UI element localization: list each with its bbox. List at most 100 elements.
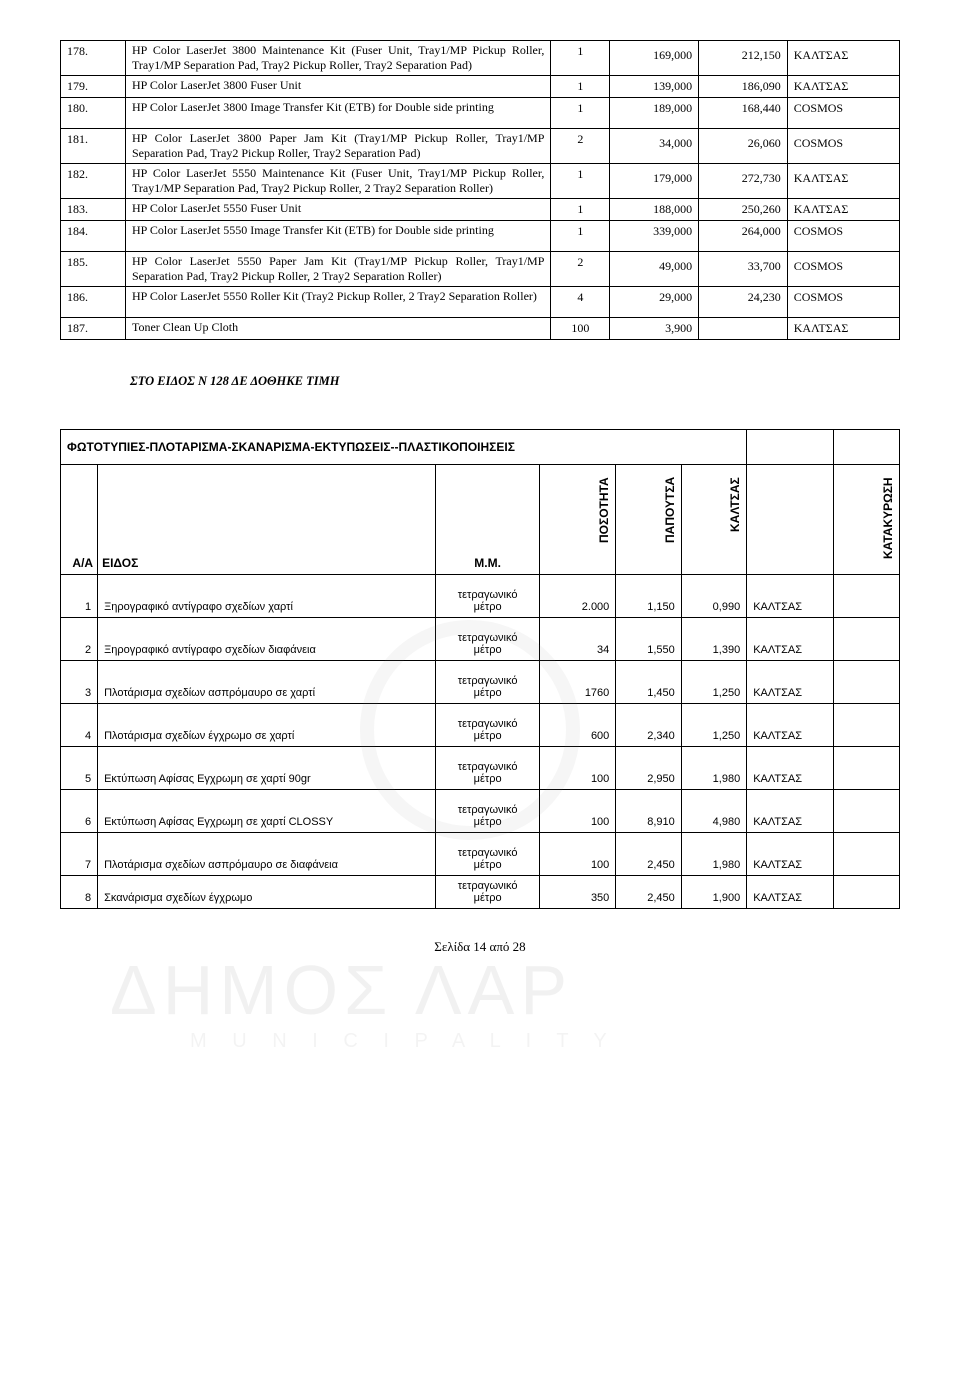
row-unit: τετραγωνικόμέτρο [436, 575, 540, 618]
table-row: 2Ξηρογραφικό αντίγραφο σχεδίων διαφάνεια… [61, 618, 900, 661]
table-row: 183.HP Color LaserJet 5550 Fuser Unit118… [61, 199, 900, 221]
row-price-papoutsa: 2,950 [616, 747, 681, 790]
row-number: 7 [61, 833, 98, 876]
table-row: 180.HP Color LaserJet 3800 Image Transfe… [61, 98, 900, 129]
note-text: ΣΤΟ ΕΙΔΟΣ Ν 128 ΔΕ ΔΟΘΗΚΕ ΤΙΜΗ [130, 374, 900, 389]
row-number: 178. [61, 41, 126, 76]
services-table-title: ΦΩΤΟΤΥΠΙΕΣ-ΠΛΟΤΑΡΙΣΜΑ-ΣΚΑΝΑΡΙΣΜΑ-ΕΚΤΥΠΩΣ… [61, 430, 747, 465]
table-row: 8Σκανάρισμα σχεδίων έγχρωμοτετραγωνικόμέ… [61, 876, 900, 909]
row-vendor: COSMOS [787, 221, 899, 252]
row-number: 1 [61, 575, 98, 618]
row-qty: 1 [551, 199, 610, 221]
row-price-papoutsa: 2,450 [616, 876, 681, 909]
row-price2 [699, 318, 788, 340]
row-number: 3 [61, 661, 98, 704]
watermark-sub: M U N I C I P A L I T Y [190, 1030, 617, 1053]
printer-parts-table: 178.HP Color LaserJet 3800 Maintenance K… [60, 40, 900, 340]
row-price-papoutsa: 2,450 [616, 833, 681, 876]
row-price1: 3,900 [610, 318, 699, 340]
table-row: 6Εκτύπωση Αφίσας Εγχρωμη σε χαρτί CLOSSY… [61, 790, 900, 833]
row-price-kaltsas: 1,250 [681, 661, 746, 704]
table-row: 179.HP Color LaserJet 3800 Fuser Unit113… [61, 76, 900, 98]
row-qty: 1 [551, 221, 610, 252]
row-winner: ΚΑΛΤΣΑΣ [747, 618, 834, 661]
row-katakyrosi [834, 876, 900, 909]
row-price1: 29,000 [610, 287, 699, 318]
row-unit: τετραγωνικόμέτρο [436, 833, 540, 876]
row-price-kaltsas: 1,980 [681, 747, 746, 790]
row-description: HP Color LaserJet 5550 Roller Kit (Tray2… [125, 287, 550, 318]
table-row: 5Εκτύπωση Αφίσας Εγχρωμη σε χαρτί 90grτε… [61, 747, 900, 790]
row-description: HP Color LaserJet 3800 Image Transfer Ki… [125, 98, 550, 129]
row-qty: 1760 [539, 661, 615, 704]
row-description: HP Color LaserJet 3800 Paper Jam Kit (Tr… [125, 129, 550, 164]
row-katakyrosi [834, 575, 900, 618]
row-description: Εκτύπωση Αφίσας Εγχρωμη σε χαρτί 90gr [98, 747, 436, 790]
row-description: Σκανάρισμα σχεδίων έγχρωμο [98, 876, 436, 909]
col-papoutsa: ΠΑΠΟΥΤΣΑ [616, 465, 681, 575]
row-vendor: COSMOS [787, 129, 899, 164]
row-price2: 168,440 [699, 98, 788, 129]
row-katakyrosi [834, 704, 900, 747]
row-vendor: ΚΑΛΤΣΑΣ [787, 41, 899, 76]
table-row: 187.Toner Clean Up Cloth1003,900ΚΑΛΤΣΑΣ [61, 318, 900, 340]
row-unit: τετραγωνικόμέτρο [436, 790, 540, 833]
row-qty: 100 [539, 747, 615, 790]
row-unit: τετραγωνικόμέτρο [436, 618, 540, 661]
row-qty: 1 [551, 164, 610, 199]
row-vendor: COSMOS [787, 252, 899, 287]
services-table: ΦΩΤΟΤΥΠΙΕΣ-ΠΛΟΤΑΡΙΣΜΑ-ΣΚΑΝΑΡΙΣΜΑ-ΕΚΤΥΠΩΣ… [60, 429, 900, 909]
row-qty: 1 [551, 41, 610, 76]
row-description: Εκτύπωση Αφίσας Εγχρωμη σε χαρτί CLOSSY [98, 790, 436, 833]
row-price1: 49,000 [610, 252, 699, 287]
row-katakyrosi [834, 661, 900, 704]
table-row: 186.HP Color LaserJet 5550 Roller Kit (T… [61, 287, 900, 318]
row-price1: 169,000 [610, 41, 699, 76]
empty-header-cell [747, 465, 834, 575]
row-description: HP Color LaserJet 5550 Fuser Unit [125, 199, 550, 221]
row-number: 8 [61, 876, 98, 909]
row-katakyrosi [834, 833, 900, 876]
row-vendor: ΚΑΛΤΣΑΣ [787, 164, 899, 199]
row-number: 2 [61, 618, 98, 661]
table-row: 3Πλοτάρισμα σχεδίων ασπρόμαυρο σε χαρτίτ… [61, 661, 900, 704]
row-qty: 350 [539, 876, 615, 909]
row-price2: 186,090 [699, 76, 788, 98]
row-qty: 4 [551, 287, 610, 318]
row-price-kaltsas: 1,900 [681, 876, 746, 909]
row-winner: ΚΑΛΤΣΑΣ [747, 790, 834, 833]
table-row: 178.HP Color LaserJet 3800 Maintenance K… [61, 41, 900, 76]
col-mm: Μ.Μ. [436, 465, 540, 575]
row-qty: 2 [551, 252, 610, 287]
row-vendor: COSMOS [787, 287, 899, 318]
row-price2: 264,000 [699, 221, 788, 252]
row-price2: 250,260 [699, 199, 788, 221]
row-vendor: ΚΑΛΤΣΑΣ [787, 318, 899, 340]
col-aa: Α/Α [61, 465, 98, 575]
row-price-papoutsa: 1,450 [616, 661, 681, 704]
row-price2: 272,730 [699, 164, 788, 199]
row-number: 6 [61, 790, 98, 833]
row-katakyrosi [834, 747, 900, 790]
table-row: 1Ξηρογραφικό αντίγραφο σχεδίων χαρτίτετρ… [61, 575, 900, 618]
col-posotita: ΠΟΣΟΤΗΤΑ [539, 465, 615, 575]
row-price1: 189,000 [610, 98, 699, 129]
row-description: HP Color LaserJet 3800 Maintenance Kit (… [125, 41, 550, 76]
col-katakyrosi: ΚΑΤΑΚΥΡΩΣΗ [834, 465, 900, 575]
row-katakyrosi [834, 790, 900, 833]
row-description: HP Color LaserJet 5550 Maintenance Kit (… [125, 164, 550, 199]
row-winner: ΚΑΛΤΣΑΣ [747, 747, 834, 790]
row-qty: 2.000 [539, 575, 615, 618]
row-description: Ξηρογραφικό αντίγραφο σχεδίων διαφάνεια [98, 618, 436, 661]
row-qty: 100 [539, 790, 615, 833]
row-winner: ΚΑΛΤΣΑΣ [747, 661, 834, 704]
table-row: 182.HP Color LaserJet 5550 Maintenance K… [61, 164, 900, 199]
row-price1: 179,000 [610, 164, 699, 199]
row-price-papoutsa: 8,910 [616, 790, 681, 833]
row-unit: τετραγωνικόμέτρο [436, 704, 540, 747]
row-unit: τετραγωνικόμέτρο [436, 876, 540, 909]
row-price-kaltsas: 1,390 [681, 618, 746, 661]
row-number: 184. [61, 221, 126, 252]
row-price-kaltsas: 1,980 [681, 833, 746, 876]
table-row: 4Πλοτάρισμα σχεδίων έγχρωμο σε χαρτίτετρ… [61, 704, 900, 747]
